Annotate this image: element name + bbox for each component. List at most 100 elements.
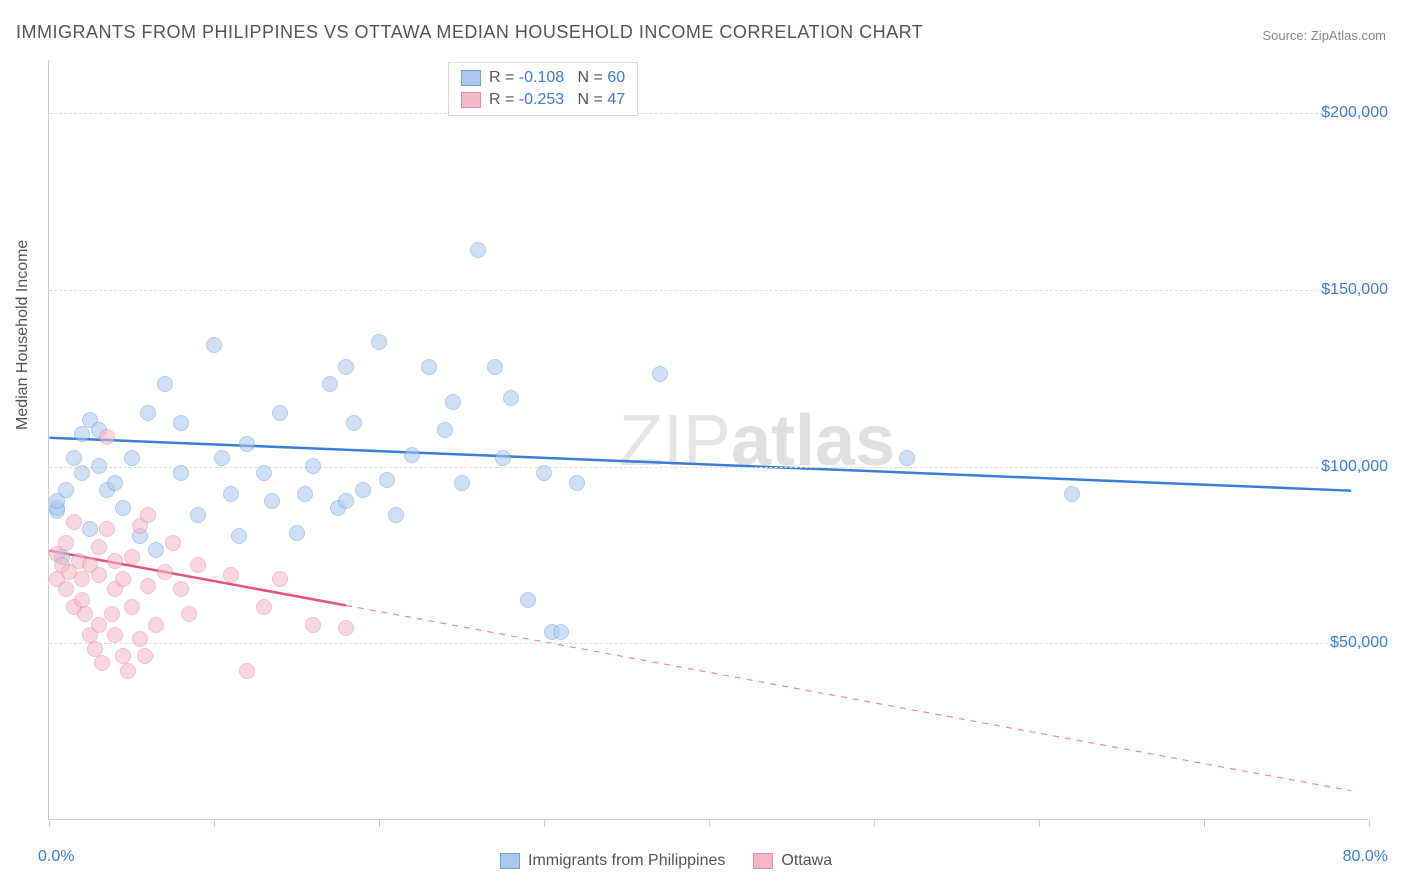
scatter-point (346, 415, 362, 431)
scatter-point (120, 663, 136, 679)
scatter-point (379, 472, 395, 488)
scatter-point (74, 465, 90, 481)
scatter-point (272, 405, 288, 421)
legend-item: Immigrants from Philippines (500, 852, 725, 870)
scatter-point (91, 539, 107, 555)
scatter-point (206, 337, 222, 353)
scatter-point (58, 581, 74, 597)
x-tick (1039, 819, 1040, 827)
scatter-point (256, 599, 272, 615)
scatter-point (503, 390, 519, 406)
scatter-point (91, 567, 107, 583)
scatter-point (289, 525, 305, 541)
gridline (49, 643, 1368, 644)
x-tick (379, 819, 380, 827)
scatter-point (190, 507, 206, 523)
scatter-point (115, 571, 131, 587)
y-tick-label: $150,000 (1321, 281, 1388, 299)
legend-swatch (461, 92, 481, 108)
scatter-point (437, 422, 453, 438)
scatter-point (157, 376, 173, 392)
scatter-point (338, 493, 354, 509)
scatter-point (74, 426, 90, 442)
scatter-point (107, 627, 123, 643)
scatter-point (495, 450, 511, 466)
scatter-point (305, 458, 321, 474)
scatter-point (132, 631, 148, 647)
x-tick (1204, 819, 1205, 827)
scatter-point (82, 521, 98, 537)
scatter-point (91, 458, 107, 474)
series-legend: Immigrants from Philippines Ottawa (500, 852, 832, 870)
scatter-point (297, 486, 313, 502)
scatter-point (124, 450, 140, 466)
scatter-point (137, 648, 153, 664)
legend-stats: R = -0.108 N = 60 (489, 67, 625, 89)
scatter-point (74, 571, 90, 587)
scatter-point (231, 528, 247, 544)
scatter-point (148, 617, 164, 633)
scatter-point (445, 394, 461, 410)
scatter-point (322, 376, 338, 392)
legend-swatch (500, 853, 520, 869)
scatter-point (140, 507, 156, 523)
legend-row: R = -0.108 N = 60 (461, 67, 625, 89)
scatter-point (338, 359, 354, 375)
x-tick (1369, 819, 1370, 827)
legend-swatch (753, 853, 773, 869)
scatter-point (569, 475, 585, 491)
scatter-point (58, 482, 74, 498)
plot-area: ZIPatlas (48, 60, 1368, 820)
legend-label: Immigrants from Philippines (528, 852, 725, 870)
scatter-point (107, 475, 123, 491)
scatter-point (421, 359, 437, 375)
scatter-point (173, 465, 189, 481)
x-tick (214, 819, 215, 827)
gridline (49, 467, 1368, 468)
scatter-point (553, 624, 569, 640)
scatter-point (305, 617, 321, 633)
legend-label: Ottawa (781, 852, 832, 870)
scatter-point (355, 482, 371, 498)
scatter-point (239, 663, 255, 679)
scatter-point (99, 521, 115, 537)
legend-row: R = -0.253 N = 47 (461, 89, 625, 111)
scatter-point (470, 242, 486, 258)
scatter-point (652, 366, 668, 382)
scatter-point (536, 465, 552, 481)
scatter-point (388, 507, 404, 523)
scatter-point (140, 405, 156, 421)
scatter-point (1064, 486, 1080, 502)
y-tick-label: $200,000 (1321, 104, 1388, 122)
scatter-point (520, 592, 536, 608)
legend-swatch (461, 70, 481, 86)
scatter-point (899, 450, 915, 466)
scatter-point (66, 514, 82, 530)
scatter-point (190, 557, 206, 573)
scatter-point (165, 535, 181, 551)
scatter-point (487, 359, 503, 375)
gridline (49, 290, 1368, 291)
x-axis-min-label: 0.0% (38, 848, 74, 866)
scatter-point (272, 571, 288, 587)
scatter-point (148, 542, 164, 558)
legend-stats: R = -0.253 N = 47 (489, 89, 625, 111)
scatter-point (223, 567, 239, 583)
scatter-point (223, 486, 239, 502)
scatter-point (99, 429, 115, 445)
legend-item: Ottawa (753, 852, 832, 870)
y-tick-label: $100,000 (1321, 458, 1388, 476)
scatter-point (371, 334, 387, 350)
gridline (49, 113, 1368, 114)
scatter-point (181, 606, 197, 622)
x-tick (874, 819, 875, 827)
source-attribution: Source: ZipAtlas.com (1262, 28, 1386, 43)
watermark-part1: ZIP (619, 401, 731, 481)
scatter-point (104, 606, 120, 622)
scatter-point (124, 599, 140, 615)
y-tick-label: $50,000 (1330, 634, 1388, 652)
correlation-legend: R = -0.108 N = 60R = -0.253 N = 47 (448, 62, 638, 116)
scatter-point (91, 617, 107, 633)
trend-line-dashed (346, 605, 1351, 790)
scatter-point (173, 581, 189, 597)
